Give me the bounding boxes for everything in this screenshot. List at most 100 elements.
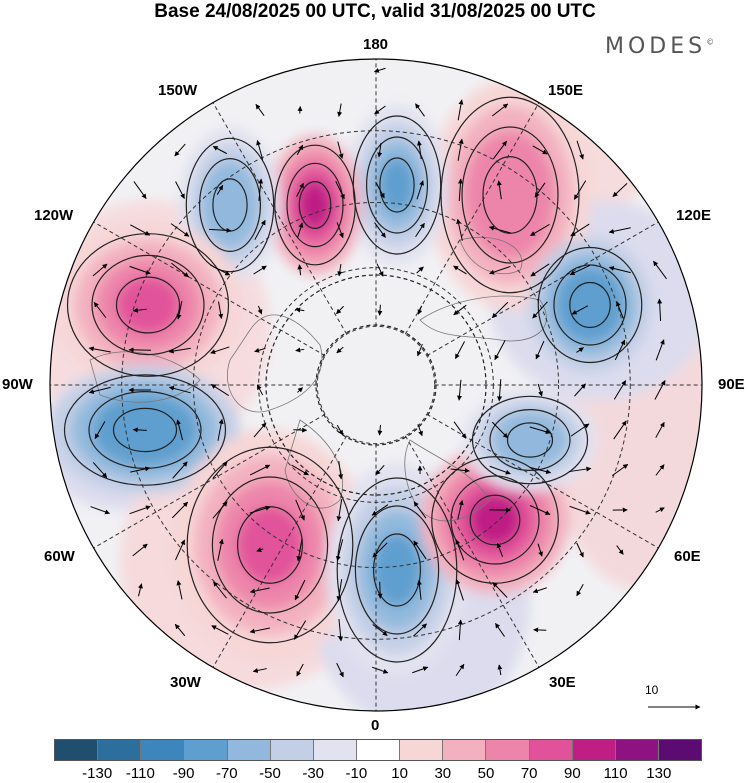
legend-swatch (486, 740, 530, 760)
legend-swatch (184, 740, 228, 760)
wind-vector (256, 384, 264, 396)
legend-tick-label: -30 (302, 765, 325, 782)
map-disc (50, 59, 702, 711)
wind-vector (255, 103, 265, 116)
graticule (50, 59, 702, 711)
wind-vector (450, 468, 470, 473)
wind-vector (612, 182, 628, 198)
wind-vector (374, 105, 386, 115)
wind-vector (456, 379, 462, 401)
meridian-line (93, 221, 326, 357)
legend-swatch (529, 740, 573, 760)
wind-vector (130, 224, 151, 236)
wind-vector (530, 263, 550, 277)
wind-vector (213, 581, 227, 599)
wind-vector (535, 340, 545, 360)
wind-vector (455, 663, 465, 677)
wind-vector (209, 227, 232, 233)
contour-canada-west-positive (115, 276, 181, 334)
meridian-line (212, 102, 348, 335)
wind-vector (336, 662, 344, 678)
wind-vector (210, 383, 229, 397)
wind-vector (217, 538, 224, 561)
meridian-line (404, 102, 540, 335)
wind-vector (455, 341, 465, 360)
wind-vector (570, 223, 590, 237)
wind-vector (616, 545, 624, 555)
wind-vector (416, 266, 424, 274)
contour-atlantic-positive (211, 476, 329, 614)
contour-urals-positive (450, 475, 540, 565)
wind-vector (249, 587, 270, 594)
wind-vector (257, 305, 263, 315)
legend-tick-label: -90 (172, 765, 195, 782)
wind-vector (176, 419, 184, 441)
wind-vector (576, 140, 584, 160)
wind-vector (291, 464, 309, 476)
wind-vector (576, 347, 584, 353)
contour-siberia-west-negative (506, 422, 554, 458)
lon-label-120w: 120W (34, 207, 74, 224)
wind-vector (529, 505, 551, 515)
wind-vector (494, 340, 506, 361)
lon-label-90w: 90W (2, 376, 33, 393)
legend-tick-label: 110 (603, 765, 628, 782)
wind-vector (293, 620, 307, 640)
wind-vector (570, 423, 590, 437)
wind-vector (372, 624, 388, 636)
contour-alaska-negative (199, 158, 262, 253)
wind-vector (92, 462, 108, 478)
anomaly-siberia-west-negative (507, 422, 553, 458)
wind-vector (655, 507, 665, 513)
legend-tick-label: 130 (646, 765, 672, 782)
wind-vector (175, 539, 185, 561)
contour-aleutian-north-positive (461, 126, 559, 264)
wind-vector (377, 142, 383, 158)
wind-vector (613, 380, 627, 400)
map-border (49, 58, 703, 712)
legend-tick-label: 10 (391, 765, 408, 782)
legend-tick-label: -70 (215, 765, 238, 782)
wind-vector (168, 385, 191, 394)
wind-vector (294, 579, 306, 601)
legend-tick-label: 50 (477, 765, 495, 782)
legend-swatch (270, 740, 314, 760)
legend-swatch (55, 740, 99, 760)
wind-vector (492, 582, 508, 598)
contour-chukchi-positive (286, 162, 344, 248)
anomaly-shading (50, 80, 702, 711)
wind-vector (376, 263, 384, 277)
wind-vector (532, 301, 548, 319)
wind-vector (297, 387, 303, 393)
wind-vector (373, 67, 386, 73)
wind-vector (210, 346, 230, 355)
wind-vector (336, 499, 343, 522)
wind-vector (457, 619, 463, 641)
meridian-line (93, 413, 326, 549)
wind-vector (336, 579, 343, 602)
wind-vector (496, 180, 502, 200)
wind-vector (254, 219, 266, 240)
wind-vector (211, 625, 229, 635)
anomaly-beaufort-negative (379, 158, 415, 212)
wind-vector (132, 543, 148, 557)
meridian-line (404, 435, 540, 668)
wind-vector (657, 298, 663, 322)
wind-vector (295, 307, 305, 313)
height-contours (63, 96, 643, 663)
wind-vector (133, 181, 147, 199)
legend-swatch (141, 740, 185, 760)
wind-vector (258, 178, 264, 201)
legend-tick-label: -10 (345, 765, 368, 782)
coastline (459, 236, 523, 275)
wind-vector (576, 583, 584, 597)
wind-vector (336, 424, 344, 436)
wind-vector (335, 180, 345, 200)
wind-vector (497, 664, 503, 676)
wind-vector (457, 99, 464, 121)
wind-vector (371, 504, 389, 516)
wind-vector (336, 346, 344, 354)
wind-vector (174, 143, 186, 157)
contour-beaufort-negative (379, 157, 415, 213)
